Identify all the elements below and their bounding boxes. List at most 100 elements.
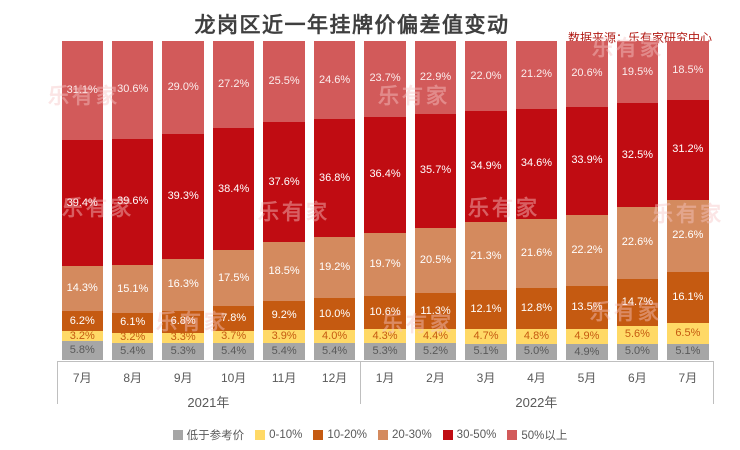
bar-segment: 30.6% — [111, 41, 154, 139]
legend-label: 0-10% — [269, 429, 303, 441]
segment-value-label: 37.6% — [268, 175, 300, 188]
segment-value-label: 4.7% — [473, 329, 499, 342]
bar-segment: 27.2% — [212, 41, 255, 128]
bar-segment: 4.8% — [515, 328, 558, 344]
segment-value-label: 5.4% — [322, 344, 348, 357]
group-separator — [713, 362, 714, 404]
segment-value-label: 21.2% — [520, 68, 553, 81]
segment-value-label: 13.5% — [571, 300, 603, 313]
bar-column: 20.6% 33.9% 22.2% 13.5% 4.9% 4.9% — [562, 41, 612, 360]
bar-segment: 5.4% — [212, 342, 255, 360]
segment-value-label: 3.9% — [271, 330, 297, 343]
segment-value-label: 5.8% — [69, 344, 95, 357]
segment-value-label: 5.4% — [271, 344, 297, 357]
segment-value-label: 3.7% — [221, 330, 247, 343]
bar-segment: 12.8% — [515, 287, 558, 329]
month-label: 12月 — [321, 371, 348, 385]
bar-segment: 38.4% — [212, 127, 255, 251]
bar-segment: 3.2% — [61, 329, 103, 342]
segment-value-label: 36.8% — [318, 171, 351, 184]
bar-segment: 6.1% — [111, 313, 154, 333]
bar-segment: 5.1% — [667, 343, 709, 360]
bar-column: 30.6% 39.6% 15.1% 6.1% 3.2% 5.4% — [107, 41, 157, 360]
bar-segment: 23.7% — [364, 41, 406, 117]
bar-segment: 35.7% — [414, 114, 457, 228]
bar-column: 27.2% 38.4% 17.5% 7.8% 3.7% 5.4% — [208, 41, 258, 360]
segment-value-label: 19.5% — [621, 65, 653, 78]
month-label: 8月 — [123, 371, 143, 385]
segment-value-label: 10.6% — [369, 305, 401, 318]
segment-value-label: 18.5% — [672, 64, 704, 76]
stacked-bar: 21.2% 34.6% 21.6% 12.8% 4.8% 5.0% — [515, 41, 558, 360]
segment-value-label: 3.2% — [120, 331, 146, 344]
segment-value-label: 24.6% — [318, 73, 351, 86]
bar-segment: 5.0% — [616, 343, 659, 360]
segment-value-label: 21.3% — [470, 249, 502, 262]
bar-segment: 9.2% — [263, 301, 305, 331]
bar-segment: 3.7% — [212, 330, 255, 343]
month-label: 6月 — [628, 371, 647, 385]
year-labels-row: 2021年 2022年 — [57, 388, 713, 410]
bar-segment: 15.1% — [111, 264, 154, 314]
bar-segment: 5.6% — [616, 325, 659, 344]
stacked-bar: 25.5% 37.6% 18.5% 9.2% 3.9% 5.4% — [263, 41, 305, 360]
bar-segment: 31.1% — [61, 41, 103, 141]
bar-segment: 5.4% — [263, 342, 305, 360]
segment-value-label: 11.3% — [420, 304, 451, 317]
stacked-bar: 19.5% 32.5% 22.6% 14.7% 5.6% 5.0% — [616, 41, 659, 360]
segment-value-label: 5.4% — [221, 344, 247, 357]
legend-label: 10-20% — [327, 429, 368, 441]
bar-segment: 29.0% — [162, 41, 204, 134]
bar-segment: 22.2% — [566, 214, 608, 286]
segment-value-label: 4.9% — [574, 330, 600, 343]
stacked-bar: 18.5% 31.2% 22.6% 16.1% 6.5% 5.1% — [667, 41, 709, 360]
segment-value-label: 29.0% — [167, 80, 199, 93]
segment-value-label: 16.3% — [167, 278, 199, 291]
segment-value-label: 5.0% — [523, 345, 549, 358]
bar-column: 31.1% 39.4% 14.3% 6.2% 3.2% 5.8% — [57, 41, 107, 360]
bar-segment: 18.5% — [263, 242, 305, 302]
bar-segment: 31.2% — [667, 100, 709, 200]
month-label: 1月 — [375, 371, 395, 385]
bar-segment: 6.8% — [162, 310, 204, 333]
segment-value-label: 34.6% — [520, 157, 553, 170]
bar-segment: 36.8% — [313, 119, 356, 237]
legend-swatch — [378, 430, 389, 440]
bar-segment: 22.9% — [414, 41, 457, 115]
segment-value-label: 39.6% — [117, 195, 149, 208]
month-label: 7月 — [72, 371, 92, 385]
month-label: 7月 — [678, 371, 698, 385]
bar-segment: 3.2% — [111, 331, 154, 344]
segment-value-label: 33.9% — [571, 154, 603, 167]
segment-value-label: 19.7% — [369, 257, 401, 270]
stacked-bar: 27.2% 38.4% 17.5% 7.8% 3.7% 5.4% — [212, 41, 255, 360]
segment-value-label: 3.3% — [170, 331, 196, 344]
bar-segment: 4.9% — [566, 344, 608, 360]
segment-value-label: 9.2% — [271, 309, 297, 322]
bar-segment: 19.5% — [616, 41, 659, 104]
segment-value-label: 3.2% — [69, 329, 95, 342]
bar-segment: 12.1% — [465, 290, 507, 329]
bar-segment: 6.2% — [61, 311, 103, 332]
x-axis-line — [57, 361, 714, 362]
month-label: 11月 — [271, 371, 297, 385]
bar-segment: 7.8% — [212, 306, 255, 331]
segment-value-label: 35.7% — [419, 164, 452, 177]
segment-value-label: 31.1% — [66, 84, 98, 97]
segment-value-label: 4.8% — [523, 329, 549, 342]
legend-swatch — [442, 430, 453, 440]
legend-item: 20-30% — [378, 429, 432, 441]
segment-value-label: 10.0% — [318, 307, 351, 320]
bar-segment: 19.2% — [313, 236, 356, 299]
bar-column: 29.0% 39.3% 16.3% 6.8% 3.3% 5.3% — [158, 41, 208, 360]
bar-segment: 22.0% — [465, 41, 507, 112]
segment-value-label: 17.5% — [218, 271, 250, 284]
segment-value-label: 12.8% — [520, 301, 553, 314]
segment-value-label: 27.2% — [218, 77, 250, 90]
bar-segment: 20.6% — [566, 41, 608, 107]
segment-value-label: 7.8% — [221, 312, 247, 324]
segment-value-label: 5.0% — [624, 345, 650, 358]
plot-area: 31.1% 39.4% 14.3% 6.2% 3.2% 5.8% 30.6% 39.6% 15.… — [57, 41, 713, 360]
bar-segment: 3.3% — [162, 331, 204, 344]
